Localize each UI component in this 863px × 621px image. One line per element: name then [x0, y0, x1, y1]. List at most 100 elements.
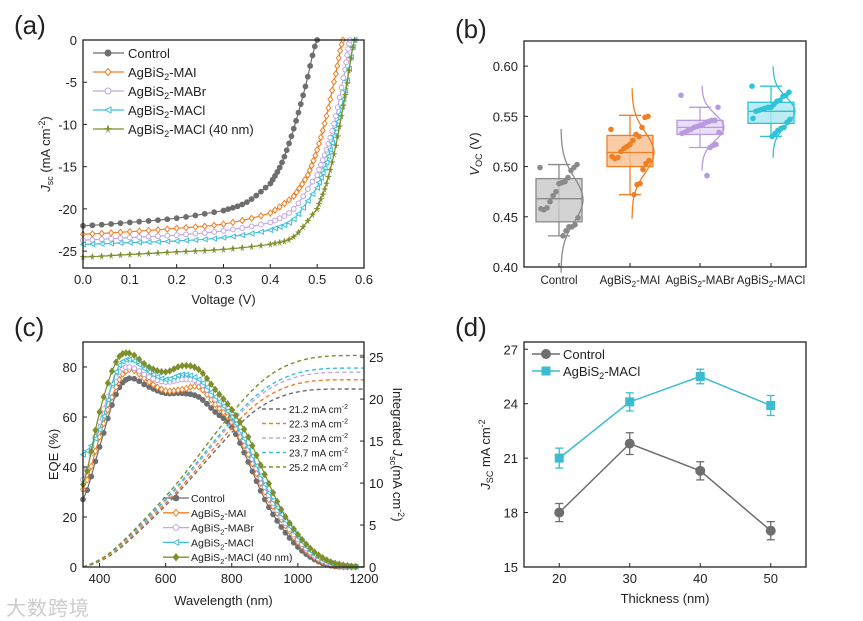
- data-point: [236, 418, 244, 426]
- data-point: [556, 180, 562, 187]
- integrated-jsc-curve: [82, 367, 365, 568]
- integrated-legend-item: 23.2 mA cm-2: [262, 433, 348, 445]
- x-axis-label: Wavelength (nm): [174, 593, 273, 608]
- data-point: [136, 378, 143, 385]
- tspan: 2: [220, 557, 224, 566]
- data-point: [315, 199, 323, 208]
- data-point: [107, 240, 114, 247]
- tspan: ): [38, 116, 53, 120]
- data-point: [113, 391, 119, 398]
- data-point: [258, 188, 264, 195]
- data-point: [131, 365, 138, 372]
- data-point: [271, 206, 279, 214]
- data-point: [304, 186, 311, 192]
- data-point: [334, 62, 341, 70]
- data-point: [89, 252, 96, 260]
- data-point: [640, 166, 646, 173]
- data-point: [336, 122, 343, 130]
- legend-item: Control: [163, 493, 225, 505]
- data-point: [92, 426, 99, 435]
- data-point: [348, 562, 355, 571]
- data-point: [766, 401, 776, 411]
- data-point: [281, 213, 288, 219]
- data-point: [276, 215, 283, 222]
- data-point: [136, 234, 143, 241]
- legend-item: AgBiS2-MACl (40 nm): [163, 552, 293, 566]
- label: AgBiS2-MACl: [191, 537, 253, 551]
- tspan: -MAI: [636, 275, 660, 287]
- tspan: (mA cm: [390, 465, 405, 509]
- data-point: [253, 478, 260, 485]
- series-agbis2-mai: [79, 36, 346, 239]
- data-point: [563, 228, 569, 234]
- data-point: [88, 447, 95, 456]
- data-point: [234, 203, 241, 210]
- data-point: [608, 126, 614, 133]
- panel-label: (a): [14, 10, 46, 40]
- data-point: [298, 535, 306, 544]
- tspan: AgBiS: [665, 275, 697, 287]
- tspan: 2: [164, 72, 169, 82]
- x-tick-label: 0.4: [261, 272, 279, 287]
- tspan: 2: [599, 371, 604, 381]
- data-point: [565, 174, 571, 181]
- data-point: [245, 433, 252, 441]
- panel-a: 0.0 0.1 0.2 0.3 0.4 0.5 0.6 0 -5 -10 -15 -20 -25 Volt…: [37, 33, 373, 307]
- data-point: [338, 84, 345, 91]
- tspan: 2: [697, 280, 702, 289]
- data-point: [329, 86, 336, 95]
- data-point: [274, 169, 281, 175]
- data-point: [146, 363, 153, 371]
- tspan: -2: [477, 419, 487, 427]
- y-tick-label: -10: [58, 117, 77, 132]
- data-point: [272, 217, 278, 224]
- data-point: [286, 196, 293, 204]
- y-axis-label: EQE (%): [46, 429, 61, 480]
- series-agbis2-macl: [554, 368, 776, 469]
- data-point: [335, 54, 342, 62]
- data-point: [88, 462, 95, 471]
- tspan: 2: [220, 528, 224, 537]
- integrated-jsc-label: 23.2 mA cm-2: [289, 433, 348, 445]
- tspan: AgBiS: [128, 122, 164, 137]
- data-point: [96, 444, 103, 450]
- data-point: [262, 184, 269, 191]
- data-point: [315, 551, 322, 559]
- tspan: 2: [632, 280, 637, 289]
- data-point: [182, 237, 189, 244]
- data-point: [164, 232, 171, 239]
- tspan: (V): [467, 132, 482, 153]
- data-point: [108, 221, 114, 227]
- data-point: [325, 104, 332, 112]
- data-point: [295, 109, 302, 116]
- data-point: [192, 212, 199, 219]
- data-point: [141, 381, 148, 388]
- data-point: [281, 199, 288, 208]
- data-point: [155, 233, 161, 240]
- plot-frame: [523, 341, 807, 568]
- data-point: [104, 87, 112, 95]
- x-axis-label: Thickness (nm): [621, 591, 710, 606]
- data-point: [337, 46, 344, 55]
- data-point: [306, 166, 313, 175]
- data-point: [146, 378, 153, 386]
- data-point: [149, 371, 157, 378]
- data-point: [325, 140, 332, 147]
- data-point: [319, 169, 326, 177]
- data-point: [116, 239, 124, 247]
- tspan: AgBiS: [737, 275, 769, 287]
- data-point: [554, 453, 564, 463]
- label: AgBiS2-MACl: [563, 364, 640, 381]
- x-axis-label: Voltage (V): [191, 292, 255, 307]
- data-point: [162, 368, 169, 376]
- data-point: [172, 524, 180, 531]
- data-point: [155, 217, 161, 224]
- data-point: [279, 159, 285, 166]
- data-point: [126, 227, 133, 236]
- legend-item: AgBiS2-MABr: [163, 523, 255, 537]
- data-point: [164, 216, 171, 223]
- data-point: [108, 235, 114, 242]
- tspan: -MACl: [773, 275, 805, 287]
- data-point: [215, 398, 223, 405]
- x-tick-label: 0.6: [355, 272, 373, 287]
